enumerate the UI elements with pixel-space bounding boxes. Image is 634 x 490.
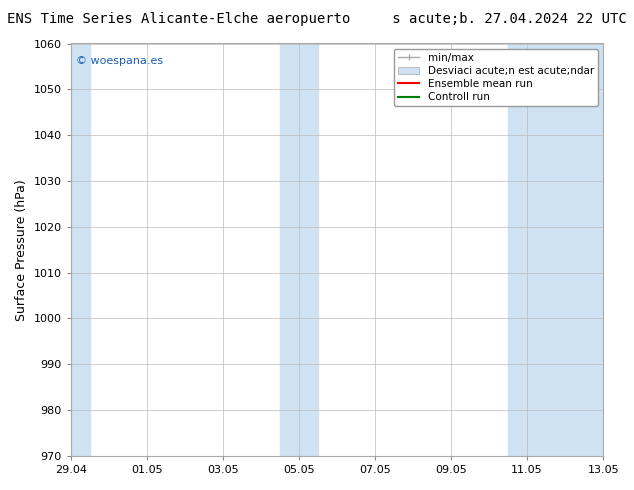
Text: ENS Time Series Alicante-Elche aeropuerto     s acute;b. 27.04.2024 22 UTC: ENS Time Series Alicante-Elche aeropuert…: [7, 12, 627, 26]
Bar: [280, 44, 318, 456]
Bar: [71, 44, 90, 456]
Legend: min/max, Desviaci acute;n est acute;ndar, Ensemble mean run, Controll run: min/max, Desviaci acute;n est acute;ndar…: [394, 49, 598, 106]
Text: © woespana.es: © woespana.es: [76, 56, 163, 66]
Bar: [508, 44, 603, 456]
Y-axis label: Surface Pressure (hPa): Surface Pressure (hPa): [15, 179, 28, 320]
